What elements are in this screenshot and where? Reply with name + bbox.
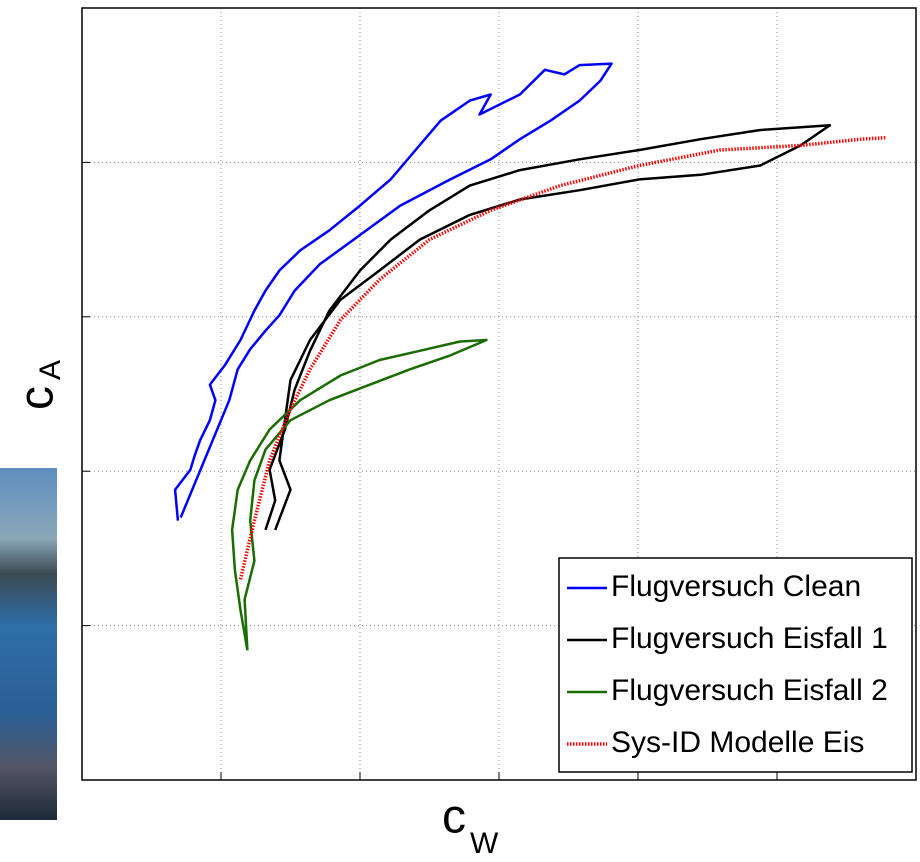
legend: Flugversuch Clean Flugversuch Eisfall 1 Fl… (558, 557, 913, 773)
series-line (230, 338, 488, 651)
axes-box (81, 7, 917, 781)
legend-label: Flugversuch Eisfall 1 (611, 622, 888, 655)
y-axis-label-sub: A (34, 360, 67, 380)
series-line (173, 62, 613, 521)
series-line (238, 135, 886, 580)
legend-label: Sys-ID Modelle Eis (611, 726, 864, 759)
lines (173, 62, 886, 651)
legend-box (558, 557, 913, 773)
x-axis-label: c (442, 791, 466, 844)
legend-label: Flugversuch Eisfall 2 (611, 674, 888, 707)
x-axis-label-sub: W (470, 827, 499, 860)
series-line (264, 124, 832, 531)
photo-fragment (0, 468, 57, 820)
legend-label: Flugversuch Clean (611, 570, 861, 603)
y-axis-label: c (11, 386, 64, 410)
